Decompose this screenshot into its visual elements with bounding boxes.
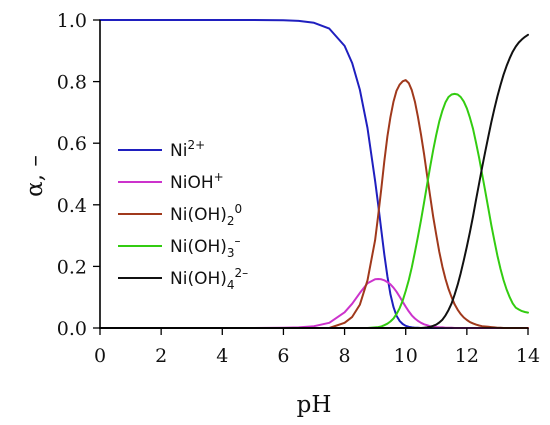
y-tick-label: 0.0 xyxy=(57,318,87,340)
legend: Ni2+ NiOH+ Ni(OH)20 Ni(OH)3– Ni(OH)42– xyxy=(118,138,248,292)
x-tick-label: 14 xyxy=(516,345,540,367)
legend-item: Ni(OH)3– xyxy=(118,234,241,260)
x-tick-label: 4 xyxy=(216,345,228,367)
y-tick-label: 0.6 xyxy=(57,133,87,155)
series-line-2 xyxy=(99,79,529,329)
legend-label: Ni(OH)42– xyxy=(170,266,248,292)
y-axis-title: α, – xyxy=(22,155,48,197)
axes xyxy=(99,20,528,329)
y-tick-label: 0.2 xyxy=(57,256,87,278)
legend-label: NiOH+ xyxy=(170,170,224,193)
legend-label: Ni(OH)3– xyxy=(170,234,241,260)
series-line-3 xyxy=(99,92,529,329)
y-tick-label: 0.8 xyxy=(57,72,87,94)
legend-item: Ni(OH)42– xyxy=(118,266,248,292)
series-line-0 xyxy=(99,19,529,329)
x-tick-label: 6 xyxy=(277,345,289,367)
x-tick-label: 8 xyxy=(339,345,351,367)
legend-item: NiOH+ xyxy=(118,170,224,193)
series-layer xyxy=(99,19,529,329)
x-tick-label: 0 xyxy=(94,345,106,367)
y-ticks: 0.0 0.2 0.4 0.6 0.8 1.0 xyxy=(57,10,100,340)
y-tick-label: 0.4 xyxy=(57,195,87,217)
y-tick-label: 1.0 xyxy=(57,10,87,32)
x-tick-label: 2 xyxy=(155,345,167,367)
legend-item: Ni(OH)20 xyxy=(118,202,242,228)
x-tick-label: 12 xyxy=(455,345,479,367)
x-ticks: 0 2 4 6 8 10 12 14 xyxy=(94,328,540,367)
x-tick-label: 10 xyxy=(394,345,418,367)
legend-item: Ni2+ xyxy=(118,138,205,161)
legend-label: Ni2+ xyxy=(170,138,205,161)
series-line-4 xyxy=(99,33,529,329)
legend-label: Ni(OH)20 xyxy=(170,202,242,228)
x-axis-title: pH xyxy=(297,392,332,418)
axes-frame xyxy=(99,20,528,329)
series-line-1 xyxy=(99,278,529,329)
